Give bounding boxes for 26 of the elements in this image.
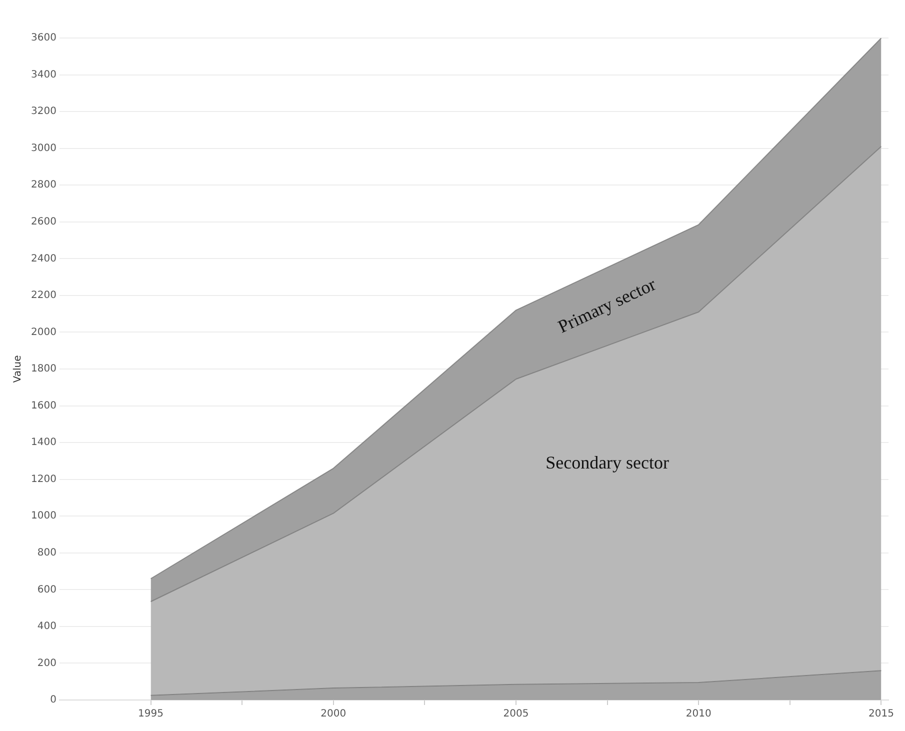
y-tick-label: 0 <box>50 694 56 706</box>
y-tick-label: 600 <box>37 584 56 596</box>
y-tick-label: 200 <box>37 658 56 669</box>
y-tick-label: 400 <box>37 621 56 632</box>
y-tick-label: 3400 <box>30 69 56 80</box>
y-tick-label: 2400 <box>30 253 56 264</box>
x-tick-label: 2005 <box>503 708 529 720</box>
y-axis-title: Value <box>12 355 24 383</box>
y-tick-label: 1600 <box>30 400 56 412</box>
x-tick-label: 2010 <box>686 708 712 720</box>
y-tick-label: 2000 <box>30 326 56 338</box>
y-tick-label: 1200 <box>30 474 56 485</box>
x-tick-label: 2000 <box>320 708 346 720</box>
y-tick-label: 2800 <box>30 180 56 191</box>
x-tick-label: 2015 <box>868 708 894 720</box>
y-tick-label: 2200 <box>30 290 56 302</box>
y-tick-label: 3600 <box>30 32 56 44</box>
y-tick-label: 1400 <box>30 437 56 448</box>
y-tick-label: 3200 <box>30 106 56 118</box>
y-tick-label: 2600 <box>30 216 56 228</box>
y-tick-label: 1800 <box>30 364 56 375</box>
y-tick-label: 3000 <box>30 142 56 154</box>
y-tick-label: 800 <box>37 547 56 558</box>
x-tick-label: 1995 <box>138 708 164 720</box>
series-label: Secondary sector <box>546 452 670 473</box>
y-tick-label: 1000 <box>30 510 56 522</box>
